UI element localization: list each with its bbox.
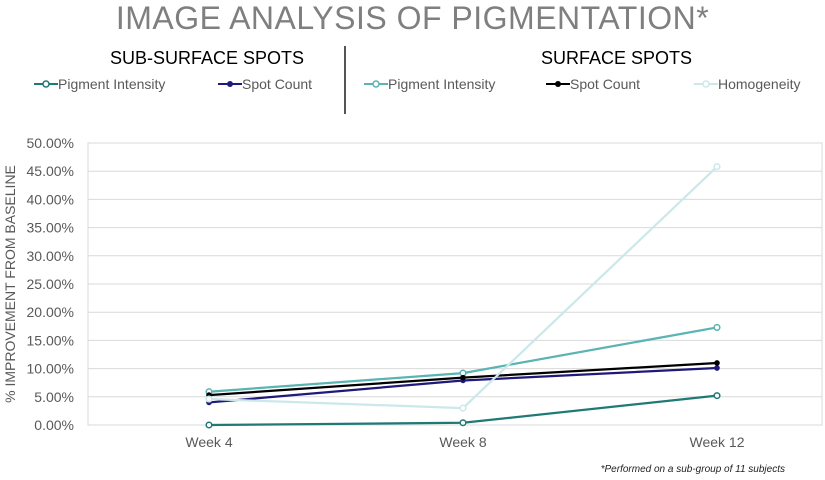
x-tick-label: Week 12 [690,434,745,450]
x-tick-label: Week 8 [439,434,486,450]
legend-swatch-icon [364,80,388,88]
y-tick-label: 15.00% [27,332,74,348]
legend-swatch-icon [546,81,570,87]
data-point [713,323,721,331]
y-tick-label: 5.00% [34,389,74,405]
y-tick-label: 35.00% [27,220,74,236]
legend-item-surface-pigment-intensity: Pigment Intensity [364,75,495,93]
y-tick-label: 0.00% [34,417,74,433]
data-point [713,163,721,171]
legend-swatch-icon [218,81,242,87]
legend-item-surface-spot-count: Spot Count [546,75,640,93]
chart-title: IMAGE ANALYSIS OF PIGMENTATION* [115,0,710,36]
legend-label: Pigment Intensity [58,76,166,92]
y-tick-label: 30.00% [27,248,74,264]
y-tick-label: 50.00% [27,135,74,151]
y-tick-label: 40.00% [27,191,74,207]
y-tick-label: 25.00% [27,276,74,292]
data-point [714,365,720,371]
legend-item-surface-homogeneity: Homogeneity [694,75,801,93]
grid-layer [87,142,823,426]
series-3 [206,360,720,398]
legend-swatch-icon [34,80,58,88]
legend-swatch-icon [694,80,718,88]
data-point [459,419,467,427]
y-tick-label: 45.00% [27,163,74,179]
series-layer [205,163,721,429]
footnote: *Performed on a sub-group of 11 subjects [600,464,785,475]
legend-label: Pigment Intensity [388,76,496,92]
data-point [205,395,213,403]
legend-label: Spot Count [242,76,313,92]
y-tick-label: 10.00% [27,361,74,377]
legend-item-sub-pigment-intensity: Pigment Intensity [34,75,165,93]
legend-group-title-sub-surface: SUB-SURFACE SPOTS [110,48,305,68]
legend-label: Spot Count [570,76,641,92]
data-point [713,392,721,400]
legend-divider [344,46,346,114]
y-axis-label: % IMPROVEMENT FROM BASELINE [2,165,18,403]
series-0 [205,392,721,429]
x-tick-label: Week 4 [185,434,232,450]
data-point [205,421,213,429]
data-point [460,374,466,381]
legend-label: Homogeneity [718,76,801,92]
tick-layer: 0.00% 5.00% 10.00% 15.00% 20.00% 25.00% 30.00%… [27,135,745,450]
series-2 [205,323,721,396]
y-tick-label: 20.00% [27,304,74,320]
data-point [459,404,467,412]
legend-item-sub-spot-count: Spot Count [218,75,312,93]
series-4 [205,163,721,412]
legend-group-title-surface: SURFACE SPOTS [541,48,693,68]
data-point [714,360,720,366]
